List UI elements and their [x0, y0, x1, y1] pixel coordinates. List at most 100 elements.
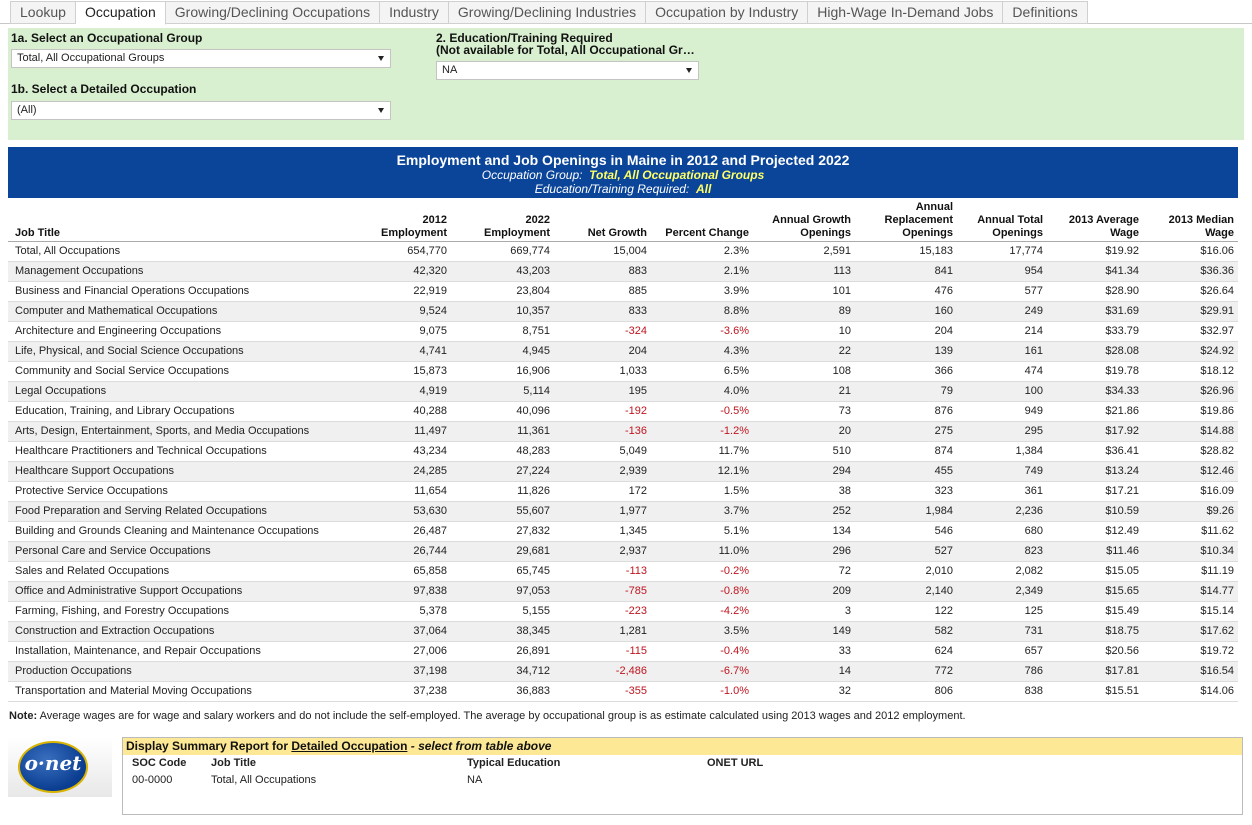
table-cell: 26,891: [451, 641, 554, 662]
table-cell: 4,741: [343, 341, 451, 362]
table-row[interactable]: Management Occupations 42,320 43,203 883 2.1…: [8, 261, 1238, 282]
tab-lookup[interactable]: Lookup: [10, 1, 76, 24]
table-cell: 36,883: [451, 681, 554, 702]
job-title-cell: Construction and Extraction Occupations: [8, 621, 343, 642]
table-cell: 4,945: [451, 341, 554, 362]
table-cell: 6.5%: [651, 361, 753, 382]
education-training-select[interactable]: NA: [436, 61, 699, 80]
table-cell: 204: [855, 321, 957, 342]
table-row[interactable]: Arts, Design, Entertainment, Sports, and…: [8, 421, 1238, 442]
table-row[interactable]: Legal Occupations 4,919 5,114 195 4.0% 21 79 10…: [8, 381, 1238, 402]
table-row[interactable]: Office and Administrative Support Occupa…: [8, 581, 1238, 602]
column-header: Percent Change: [651, 200, 753, 242]
summary-prefix: Display Summary Report for: [126, 739, 292, 753]
table-cell: -1.0%: [651, 681, 753, 702]
table-row[interactable]: Computer and Mathematical Occupations 9,5…: [8, 301, 1238, 322]
job-title-cell: Healthcare Practitioners and Technical O…: [8, 441, 343, 462]
table-cell: $10.59: [1047, 501, 1143, 522]
tab-growing-declining-occupations[interactable]: Growing/Declining Occupations: [165, 1, 381, 24]
column-header-line: Annual Growth: [772, 213, 851, 226]
table-cell: $19.78: [1047, 361, 1143, 382]
table-row[interactable]: Education, Training, and Library Occupat…: [8, 401, 1238, 422]
table-row[interactable]: Life, Physical, and Social Science Occup…: [8, 341, 1238, 362]
table-row[interactable]: Business and Financial Operations Occupa…: [8, 281, 1238, 302]
chevron-down-icon: [378, 108, 384, 113]
detailed-occupation-link[interactable]: Detailed Occupation: [291, 739, 408, 753]
table-cell: 546: [855, 521, 957, 542]
detailed-occupation-select[interactable]: (All): [11, 101, 391, 120]
table-cell: 12.1%: [651, 461, 753, 482]
column-header-line: 2013 Median: [1168, 213, 1234, 226]
column-header-line: Job Title: [15, 226, 61, 239]
table-row[interactable]: Production Occupations 37,198 34,712 -2,486…: [8, 661, 1238, 682]
column-header-line: Openings: [902, 226, 953, 239]
table-cell: 731: [957, 621, 1047, 642]
table-cell: 100: [957, 381, 1047, 402]
job-title-cell: Office and Administrative Support Occupa…: [8, 581, 343, 602]
table-cell: 474: [957, 361, 1047, 382]
column-header: Job Title: [8, 200, 343, 242]
table-cell: 29,681: [451, 541, 554, 562]
table-cell: 5,114: [451, 381, 554, 402]
table-cell: $19.92: [1047, 241, 1143, 262]
table-cell: 26,744: [343, 541, 451, 562]
table-cell: 15,873: [343, 361, 451, 382]
tab-occupation[interactable]: Occupation: [75, 1, 166, 25]
table-cell: 4.3%: [651, 341, 753, 362]
table-row[interactable]: Architecture and Engineering Occupations…: [8, 321, 1238, 342]
table-cell: $36.36: [1143, 261, 1238, 282]
tab-growing-declining-industries[interactable]: Growing/Declining Industries: [448, 1, 647, 24]
table-cell: $15.49: [1047, 601, 1143, 622]
table-row[interactable]: Total, All Occupations 654,770 669,774 15,0…: [8, 241, 1238, 262]
table-row[interactable]: Food Preparation and Serving Related Occ…: [8, 501, 1238, 522]
table-cell: $17.81: [1047, 661, 1143, 682]
occupational-group-select[interactable]: Total, All Occupational Groups: [11, 49, 391, 68]
table-cell: 72: [753, 561, 855, 582]
table-cell: 101: [753, 281, 855, 302]
table-row[interactable]: Construction and Extraction Occupations 3…: [8, 621, 1238, 642]
table-cell: 2,140: [855, 581, 957, 602]
table-cell: -4.2%: [651, 601, 753, 622]
table-row[interactable]: Building and Grounds Cleaning and Mainte…: [8, 521, 1238, 542]
table-cell: 3.9%: [651, 281, 753, 302]
table-row[interactable]: Transportation and Material Moving Occup…: [8, 681, 1238, 702]
table-row[interactable]: Sales and Related Occupations 65,858 65,74…: [8, 561, 1238, 582]
table-cell: $15.05: [1047, 561, 1143, 582]
job-title-cell: Protective Service Occupations: [8, 481, 343, 502]
table-cell: $15.51: [1047, 681, 1143, 702]
table-cell: $17.62: [1143, 621, 1238, 642]
table-cell: 65,745: [451, 561, 554, 582]
column-header-line: 2012: [422, 213, 447, 226]
table-row[interactable]: Personal Care and Service Occupations 26,…: [8, 541, 1238, 562]
table-row[interactable]: Farming, Fishing, and Forestry Occupatio…: [8, 601, 1238, 622]
onet-logo[interactable]: o·net: [8, 737, 112, 797]
tab-occupation-by-industry[interactable]: Occupation by Industry: [646, 1, 809, 24]
summary-report-panel: Display Summary Report for Detailed Occu…: [122, 737, 1243, 815]
table-cell: 40,288: [343, 401, 451, 422]
table-cell: 3.7%: [651, 501, 753, 522]
table-cell: 527: [855, 541, 957, 562]
table-cell: 10: [753, 321, 855, 342]
tab-high-wage-in-demand-jobs[interactable]: High-Wage In-Demand Jobs: [808, 1, 1004, 24]
table-cell: $16.09: [1143, 481, 1238, 502]
tab-definitions[interactable]: Definitions: [1003, 1, 1088, 24]
column-header-line: Percent Change: [665, 226, 749, 239]
table-row[interactable]: Community and Social Service Occupations…: [8, 361, 1238, 382]
onet-logo-emblem: [18, 741, 88, 793]
table-cell: 833: [554, 301, 651, 322]
table-cell: -136: [554, 421, 651, 442]
table-row[interactable]: Healthcare Practitioners and Technical O…: [8, 441, 1238, 462]
column-header: 2013 Median Wage: [1143, 200, 1238, 242]
table-cell: 125: [957, 601, 1047, 622]
table-cell: 139: [855, 341, 957, 362]
employment-table: Job Title 2012 Employment 2022 Employment Net…: [8, 200, 1238, 702]
job-title-cell: Farming, Fishing, and Forestry Occupatio…: [8, 601, 343, 622]
job-title-cell: Production Occupations: [8, 661, 343, 682]
table-cell: 21: [753, 381, 855, 402]
table-row[interactable]: Healthcare Support Occupations 24,285 27,2…: [8, 461, 1238, 482]
tab-industry[interactable]: Industry: [380, 1, 449, 24]
column-header: 2022 Employment: [451, 200, 554, 242]
table-row[interactable]: Installation, Maintenance, and Repair Oc…: [8, 641, 1238, 662]
table-cell: $21.86: [1047, 401, 1143, 422]
table-row[interactable]: Protective Service Occupations 11,654 11,8…: [8, 481, 1238, 502]
